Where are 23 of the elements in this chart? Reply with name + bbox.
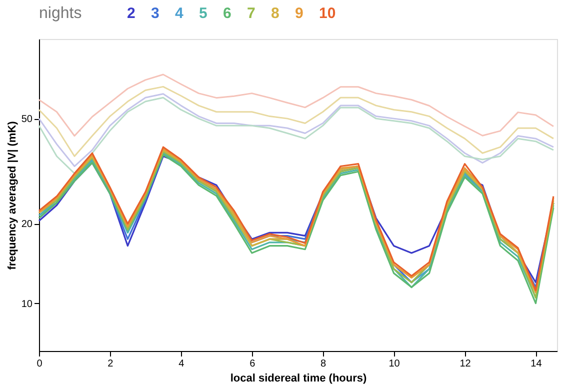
text: 2 — [127, 4, 136, 22]
legend-title: nights — [39, 5, 82, 22]
x-tick-label: 8 — [320, 358, 327, 370]
text: 5 — [199, 4, 208, 22]
text: 4 — [175, 4, 184, 22]
text: 7 — [247, 4, 256, 22]
text: 10 — [319, 4, 336, 22]
text: 8 — [271, 4, 280, 22]
x-axis-title: local sidereal time (hours) — [230, 372, 367, 384]
x-tick-label: 10 — [388, 358, 400, 370]
y-tick-label: 50 — [21, 114, 33, 126]
x-tick-label: 0 — [36, 358, 43, 370]
text: 9 — [295, 4, 304, 22]
x-tick-label: 2 — [108, 358, 114, 370]
text: 3 — [151, 4, 160, 22]
text: 6 — [223, 4, 232, 22]
x-tick-label: 12 — [460, 358, 472, 370]
y-axis-title: frequency averaged |V| (mK) — [6, 120, 18, 270]
y-tick-label: 20 — [21, 219, 33, 230]
x-tick-label: 6 — [250, 358, 256, 370]
y-tick-label: 10 — [21, 298, 33, 310]
x-tick-label: 14 — [530, 358, 542, 370]
x-tick-label: 4 — [178, 358, 185, 370]
